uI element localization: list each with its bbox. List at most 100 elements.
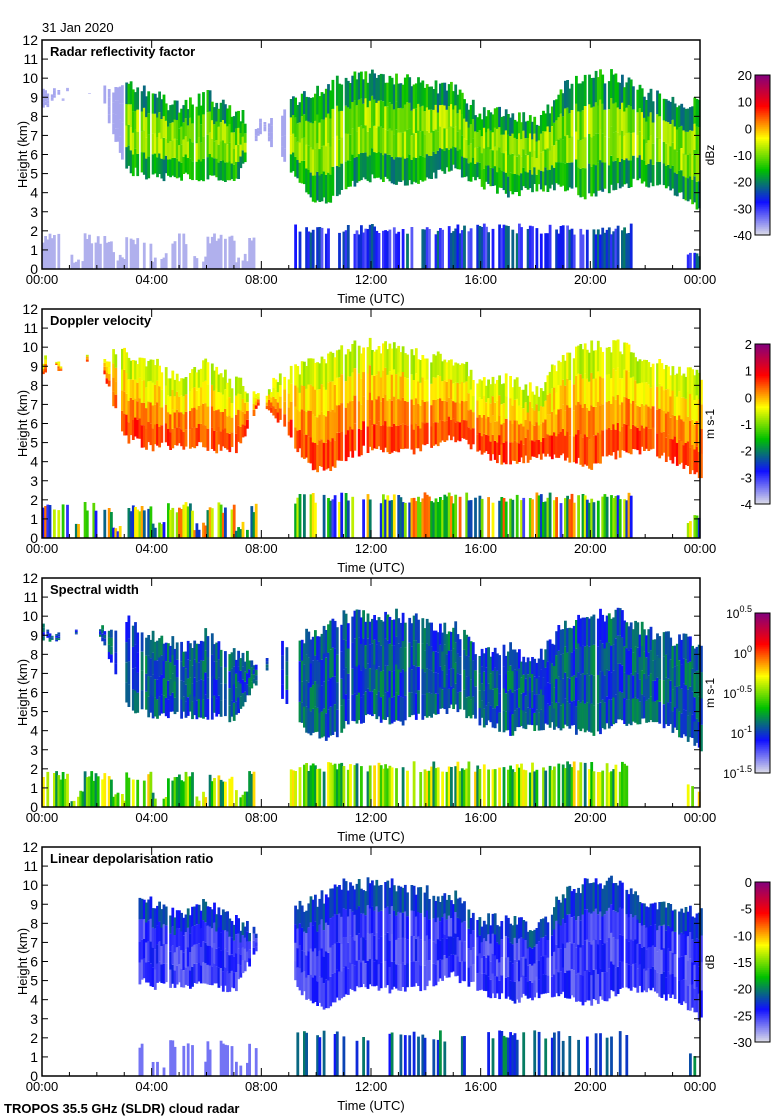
radar-echo bbox=[217, 144, 221, 163]
radar-echo bbox=[226, 126, 229, 145]
radar-echo bbox=[575, 159, 578, 188]
radar-echo bbox=[700, 724, 703, 752]
radar-echo bbox=[204, 628, 208, 651]
radar-echo bbox=[577, 495, 580, 538]
radar-echo bbox=[324, 363, 328, 390]
colorbar-swatch bbox=[755, 175, 770, 178]
radar-echo bbox=[314, 655, 317, 682]
radar-echo bbox=[605, 880, 609, 911]
radar-echo bbox=[377, 233, 381, 269]
radar-echo bbox=[572, 970, 576, 998]
radar-echo bbox=[423, 492, 427, 538]
radar-echo bbox=[526, 691, 530, 708]
radar-echo bbox=[322, 494, 326, 538]
radar-echo bbox=[432, 377, 436, 400]
radar-echo bbox=[305, 910, 308, 933]
radar-echo bbox=[167, 395, 170, 413]
radar-echo bbox=[169, 662, 172, 679]
radar-echo bbox=[612, 231, 616, 269]
radar-echo bbox=[243, 142, 247, 153]
radar-echo bbox=[596, 77, 600, 106]
radar-echo bbox=[651, 680, 655, 702]
radar-echo bbox=[471, 380, 475, 397]
radar-echo bbox=[465, 697, 469, 719]
radar-echo bbox=[439, 940, 442, 960]
radar-echo bbox=[491, 670, 495, 690]
radar-echo bbox=[447, 956, 451, 978]
radar-echo bbox=[583, 674, 587, 704]
radar-echo bbox=[502, 224, 506, 269]
radar-echo bbox=[520, 937, 523, 958]
radar-echo bbox=[322, 119, 326, 146]
radar-echo bbox=[588, 703, 591, 732]
radar-echo bbox=[557, 625, 561, 651]
radar-echo bbox=[482, 396, 486, 415]
radar-echo bbox=[366, 107, 370, 132]
radar-echo bbox=[167, 412, 170, 429]
radar-echo bbox=[445, 401, 449, 421]
radar-echo bbox=[482, 168, 486, 190]
radar-echo bbox=[607, 109, 611, 138]
radar-echo bbox=[430, 766, 433, 807]
radar-echo bbox=[684, 685, 688, 711]
radar-echo bbox=[636, 698, 640, 725]
radar-echo bbox=[397, 83, 401, 109]
y-tick-label: 8 bbox=[30, 108, 38, 124]
radar-echo bbox=[178, 128, 181, 146]
radar-echo bbox=[572, 384, 576, 411]
radar-echo bbox=[557, 385, 561, 410]
radar-echo bbox=[316, 227, 319, 269]
radar-echo bbox=[215, 140, 219, 159]
radar-echo bbox=[471, 696, 475, 715]
radar-echo bbox=[388, 75, 392, 103]
radar-echo bbox=[585, 939, 589, 970]
radar-echo bbox=[632, 963, 635, 988]
colorbar-swatch bbox=[755, 205, 770, 208]
radar-echo bbox=[399, 1034, 403, 1076]
radar-echo bbox=[447, 650, 451, 670]
radar-echo bbox=[693, 721, 697, 746]
radar-echo bbox=[66, 504, 69, 538]
radar-echo bbox=[392, 423, 396, 451]
radar-echo bbox=[621, 761, 624, 807]
radar-echo bbox=[485, 116, 488, 133]
radar-echo bbox=[528, 169, 532, 189]
radar-echo bbox=[669, 375, 673, 397]
radar-echo bbox=[195, 258, 199, 269]
radar-echo bbox=[237, 409, 240, 426]
colorbar-swatch bbox=[755, 450, 770, 453]
radar-echo bbox=[638, 701, 642, 725]
radar-echo bbox=[382, 230, 385, 269]
radar-echo bbox=[230, 235, 234, 269]
colorbar-swatch bbox=[755, 621, 770, 624]
radar-echo bbox=[173, 952, 177, 971]
radar-echo bbox=[511, 692, 515, 715]
radar-echo bbox=[436, 767, 440, 807]
radar-echo bbox=[546, 104, 550, 127]
radar-echo bbox=[671, 689, 675, 712]
radar-echo bbox=[314, 120, 317, 149]
x-tick-label: 12:00 bbox=[355, 272, 388, 287]
radar-echo bbox=[131, 360, 135, 380]
radar-echo bbox=[662, 120, 666, 142]
radar-echo bbox=[445, 148, 449, 168]
radar-echo bbox=[515, 764, 519, 807]
colorbar-swatch bbox=[755, 139, 770, 142]
radar-echo bbox=[125, 414, 129, 436]
radar-echo bbox=[493, 769, 497, 807]
radar-echo bbox=[375, 399, 379, 425]
radar-echo bbox=[662, 390, 666, 411]
radar-echo bbox=[511, 1035, 515, 1076]
radar-echo bbox=[428, 496, 431, 538]
radar-echo bbox=[193, 256, 197, 269]
radar-echo bbox=[105, 367, 109, 373]
radar-echo bbox=[456, 113, 460, 132]
radar-echo bbox=[134, 129, 137, 149]
radar-echo bbox=[403, 622, 407, 648]
radar-echo bbox=[309, 639, 313, 664]
radar-echo bbox=[550, 126, 554, 146]
radar-echo bbox=[531, 424, 534, 441]
radar-echo bbox=[377, 421, 381, 447]
radar-echo bbox=[469, 934, 473, 950]
x-axis-label: Time (UTC) bbox=[337, 560, 404, 575]
